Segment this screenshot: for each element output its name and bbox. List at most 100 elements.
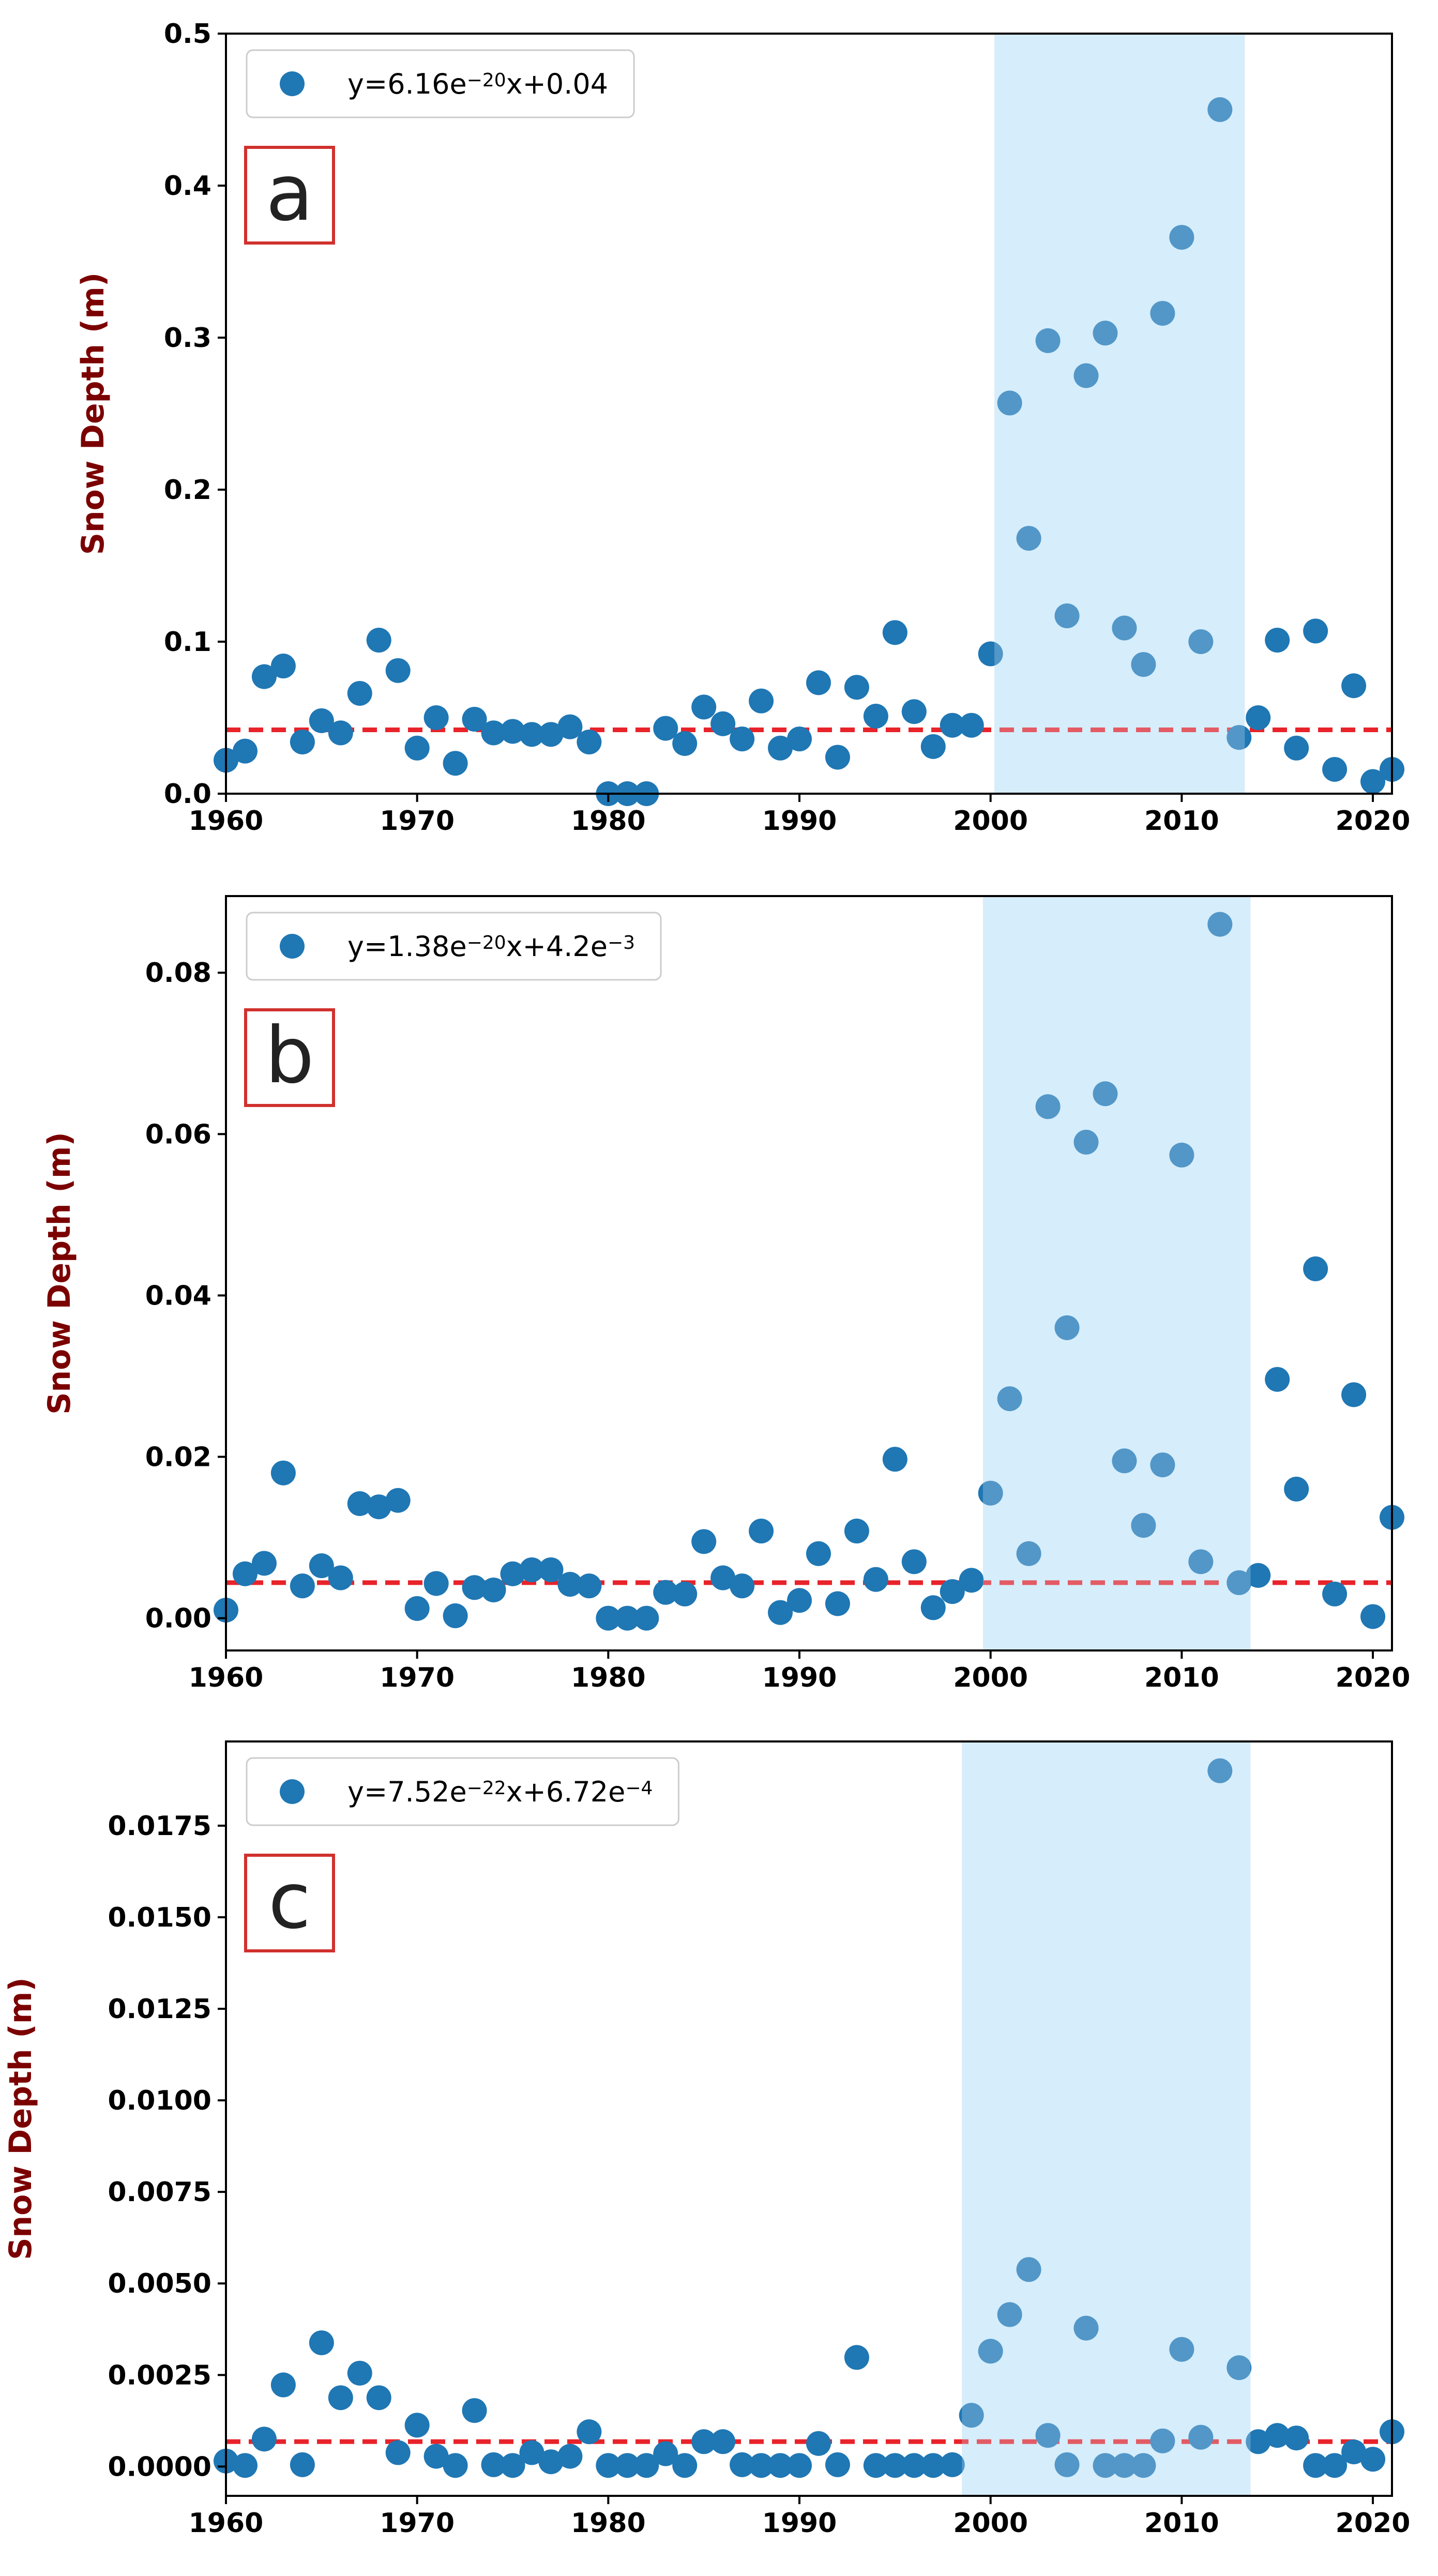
data-point (806, 2431, 831, 2456)
y-axis-label: Snow Depth (m) (41, 1132, 78, 1415)
panel-letter: b (265, 1011, 314, 1101)
data-point (634, 1605, 659, 1631)
y-axis-label: Snow Depth (m) (3, 1977, 39, 2260)
data-point (251, 2427, 277, 2452)
data-point (615, 1605, 640, 1631)
y-tick-label: 0.02 (145, 1442, 211, 1473)
legend-text-segment: x+4.2e (506, 930, 608, 963)
y-tick-label: 0.0000 (108, 2451, 211, 2482)
data-point (1035, 1094, 1061, 1119)
data-points (214, 912, 1404, 1631)
data-point (1341, 2439, 1367, 2465)
data-point (232, 1561, 258, 1586)
y-tick-label: 0.0 (164, 779, 211, 810)
data-point (538, 722, 564, 747)
x-tick-label: 1980 (571, 806, 646, 837)
data-point (997, 390, 1022, 416)
data-point (1093, 2453, 1118, 2478)
highlight-overlay (962, 1741, 1251, 2496)
data-point (901, 699, 927, 724)
data-point (423, 705, 449, 730)
data-point (1112, 615, 1137, 641)
data-point (1322, 756, 1348, 782)
data-point (1150, 1452, 1175, 1478)
panel-letter: c (268, 1856, 311, 1946)
legend-marker (280, 934, 305, 959)
x-tick-label: 2010 (1144, 2508, 1219, 2539)
plot-frame (225, 1740, 1393, 2497)
data-point (1284, 2426, 1309, 2451)
data-point (844, 2345, 869, 2370)
y-tick-label: 0.0050 (108, 2268, 211, 2299)
data-point (825, 2452, 850, 2477)
data-point (462, 706, 487, 732)
data-point (443, 751, 468, 776)
y-tick-label: 0.0100 (108, 2085, 211, 2116)
data-point (366, 1494, 391, 1520)
data-point (232, 738, 258, 764)
x-tick-label: 1990 (762, 806, 837, 837)
data-point (806, 1541, 831, 1566)
data-point (1246, 705, 1271, 730)
plot-frame (225, 33, 1393, 795)
data-point (519, 1557, 544, 1582)
data-point (863, 1567, 888, 1592)
data-point (500, 719, 525, 744)
data-point (901, 1549, 927, 1574)
data-point (1322, 1581, 1348, 1607)
data-point (1093, 1081, 1118, 1107)
legend-exponent: −20 (467, 932, 506, 953)
data-point (882, 2453, 907, 2478)
data-point (615, 2453, 640, 2478)
data-point (634, 2453, 659, 2478)
data-point (920, 734, 946, 759)
data-point (1303, 1256, 1328, 1281)
data-point (901, 2453, 927, 2478)
y-tick-label: 0.08 (145, 958, 211, 989)
x-tick-label: 2020 (1336, 1662, 1411, 1693)
data-point (978, 641, 1003, 666)
x-tick-label: 1970 (380, 806, 455, 837)
data-point (1169, 1142, 1194, 1168)
x-tick-label: 1980 (571, 2508, 646, 2539)
legend-exponent: −3 (608, 932, 635, 953)
data-point (882, 1447, 907, 1472)
data-point (1246, 2429, 1271, 2454)
y-tick-label: 0.1 (164, 627, 211, 658)
legend: y=7.52e−22x+6.72e−4 (246, 1757, 679, 1826)
panel-letter-box (244, 1854, 335, 1952)
data-point (940, 713, 965, 738)
x-tick-label: 1990 (762, 2508, 837, 2539)
data-point (940, 1579, 965, 1604)
data-point (1054, 2452, 1080, 2477)
data-point (1284, 1476, 1309, 1502)
data-point (347, 1491, 372, 1517)
chart-panel-a: 1960 1970 1980 1990 2000 2010 2020 0.0 0.1 0.2 0.3… (75, 19, 1410, 837)
legend-box (246, 49, 635, 118)
data-point (1150, 300, 1175, 326)
data-point (691, 694, 717, 720)
data-point (596, 2453, 621, 2478)
data-point (997, 1386, 1022, 1412)
data-point (251, 664, 277, 689)
legend-exponent: −20 (467, 70, 506, 91)
panel-letter: a (266, 148, 313, 238)
data-point (1284, 735, 1309, 761)
data-point (787, 2453, 812, 2478)
data-point (347, 680, 372, 706)
data-point (691, 1529, 717, 1554)
highlight-span (994, 34, 1245, 794)
data-point (1360, 769, 1386, 794)
x-tick-label: 1960 (189, 1662, 264, 1693)
legend-exponent: −4 (625, 1778, 653, 1799)
data-point (385, 2440, 411, 2465)
data-point (270, 1460, 296, 1486)
x-tick-label: 1990 (762, 1662, 837, 1693)
data-point (844, 1519, 869, 1544)
chart-panel-c: 1960 1970 1980 1990 2000 2010 2020 0.0000 0.0025… (3, 1740, 1410, 2539)
data-point (366, 628, 391, 653)
legend-marker (280, 71, 305, 96)
legend-text-segment: x+6.72e (506, 1776, 626, 1808)
data-point (519, 2440, 544, 2465)
